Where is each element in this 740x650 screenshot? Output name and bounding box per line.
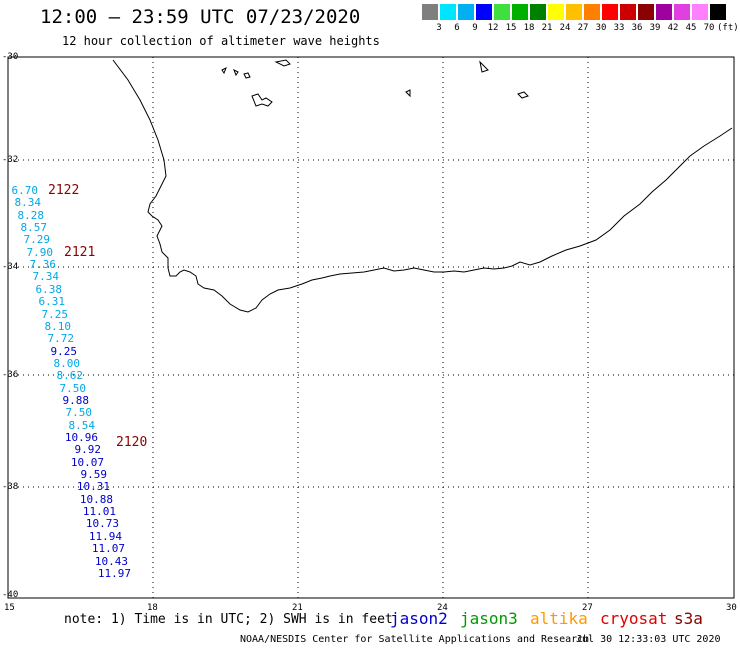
- legend-label: 70: [703, 23, 715, 33]
- lat-label: -40: [2, 590, 19, 600]
- satellite-label-jason2: jason2: [390, 609, 448, 628]
- wave-height-value: 9.88: [62, 393, 90, 407]
- wave-height-value: 11.97: [97, 566, 131, 580]
- map-subtitle: 12 hour collection of altimeter wave hei…: [62, 34, 380, 48]
- satellite-label-altika: altika: [530, 609, 588, 628]
- wave-height-value: 11.01: [82, 505, 116, 519]
- legend-label: 33: [613, 23, 625, 33]
- legend-label: 27: [577, 23, 589, 33]
- wave-height-value: 10.07: [70, 455, 104, 469]
- lon-label: 30: [726, 603, 737, 613]
- lat-label: -32: [2, 155, 19, 165]
- wave-height-value: 9.25: [50, 344, 78, 358]
- legend-swatch: [692, 4, 708, 20]
- wave-height-value: 7.25: [41, 307, 69, 321]
- legend-swatch: [548, 4, 564, 20]
- wave-height-value: 8.62: [56, 369, 84, 383]
- legend-label: 24: [559, 23, 571, 33]
- satellite-label-cryosat: cryosat: [600, 609, 668, 628]
- wave-height-value: 10.31: [76, 480, 110, 494]
- wave-height-value: 7.50: [59, 381, 87, 395]
- coastline: [112, 59, 733, 313]
- credit-text: NOAA/NESDIS Center for Satellite Applica…: [240, 634, 590, 645]
- wave-height-value: 7.72: [47, 332, 75, 346]
- legend-label: 21: [541, 23, 553, 33]
- wave-height-value: 8.34: [14, 196, 42, 210]
- legend-swatch: [602, 4, 618, 20]
- legend-swatch: [512, 4, 528, 20]
- wave-height-value: 7.34: [32, 270, 60, 284]
- wave-height-value: 8.54: [68, 418, 96, 432]
- legend-swatch: [710, 4, 726, 20]
- plot-frame: [7, 56, 735, 599]
- wave-height-value: 7.36: [29, 258, 57, 272]
- wave-height-value: 9.59: [80, 468, 108, 482]
- lon-label: 15: [4, 603, 15, 613]
- legend-label: (ft): [717, 23, 739, 33]
- lon-label: 21: [292, 603, 303, 613]
- legend-label: 18: [523, 23, 535, 33]
- wave-height-value: 7.50: [65, 406, 93, 420]
- legend-label: 45: [685, 23, 697, 33]
- legend-label: 9: [472, 23, 478, 33]
- wave-height-value: 10.73: [85, 517, 119, 531]
- legend-swatch: [458, 4, 474, 20]
- legend-swatch: [566, 4, 582, 20]
- lat-label: -30: [2, 52, 19, 62]
- lat-label: -34: [2, 262, 19, 272]
- wave-height-value: 11.94: [88, 529, 122, 543]
- wave-height-value: 8.57: [20, 221, 48, 235]
- wave-height-value: 6.38: [35, 282, 63, 296]
- wave-height-value: 10.43: [94, 554, 128, 568]
- legend-swatch: [674, 4, 690, 20]
- timestamp-text: Jul 30 12:33:03 UTC 2020: [576, 634, 721, 645]
- wave-height-value: 8.10: [44, 319, 72, 333]
- wave-height-value: 8.28: [17, 208, 45, 222]
- legend-label: 3: [436, 23, 442, 33]
- legend-swatch: [494, 4, 510, 20]
- legend-swatch: [530, 4, 546, 20]
- legend-swatch: [638, 4, 654, 20]
- lon-label: 24: [437, 603, 448, 613]
- legend-label: 6: [454, 23, 460, 33]
- legend-swatch: [422, 4, 438, 20]
- wave-height-value: 6.31: [38, 295, 66, 309]
- legend-swatch: [440, 4, 456, 20]
- satellite-label-s3a: s3a: [674, 609, 703, 628]
- lat-label: -36: [2, 370, 19, 380]
- pass-time-label: 2120: [116, 435, 148, 450]
- legend-swatch: [656, 4, 672, 20]
- wave-height-value: 8.00: [53, 356, 81, 370]
- legend-label: 36: [631, 23, 643, 33]
- legend-swatch: [476, 4, 492, 20]
- wave-height-value: 7.90: [26, 245, 54, 259]
- grid: [8, 57, 734, 598]
- legend-label: 39: [649, 23, 661, 33]
- pass-time-label: 2121: [64, 245, 96, 260]
- legend-label: 30: [595, 23, 607, 33]
- legend-label: 12: [487, 23, 499, 33]
- inland-features: [221, 59, 529, 107]
- wave-height-value: 6.70: [11, 184, 39, 197]
- legend-label: 15: [505, 23, 517, 33]
- wave-height-value: 7.29: [23, 233, 51, 247]
- lat-label: -38: [2, 482, 19, 492]
- map-title: 12:00 – 23:59 UTC 07/23/2020: [40, 6, 361, 28]
- legend-label: 42: [667, 23, 679, 33]
- wave-height-value: 9.92: [74, 443, 102, 457]
- legend-swatch: [584, 4, 600, 20]
- legend-swatch: [620, 4, 636, 20]
- pass-time-label: 2122: [48, 183, 80, 198]
- wave-height-value: 10.96: [64, 431, 98, 444]
- wave-height-value: 11.07: [91, 542, 125, 556]
- lon-label: 18: [147, 603, 158, 613]
- lon-label: 27: [582, 603, 593, 613]
- footer-note: note: 1) Time is in UTC; 2) SWH is in fe…: [64, 612, 393, 627]
- wave-height-value: 10.88: [79, 492, 113, 506]
- satellite-label-jason3: jason3: [460, 609, 518, 628]
